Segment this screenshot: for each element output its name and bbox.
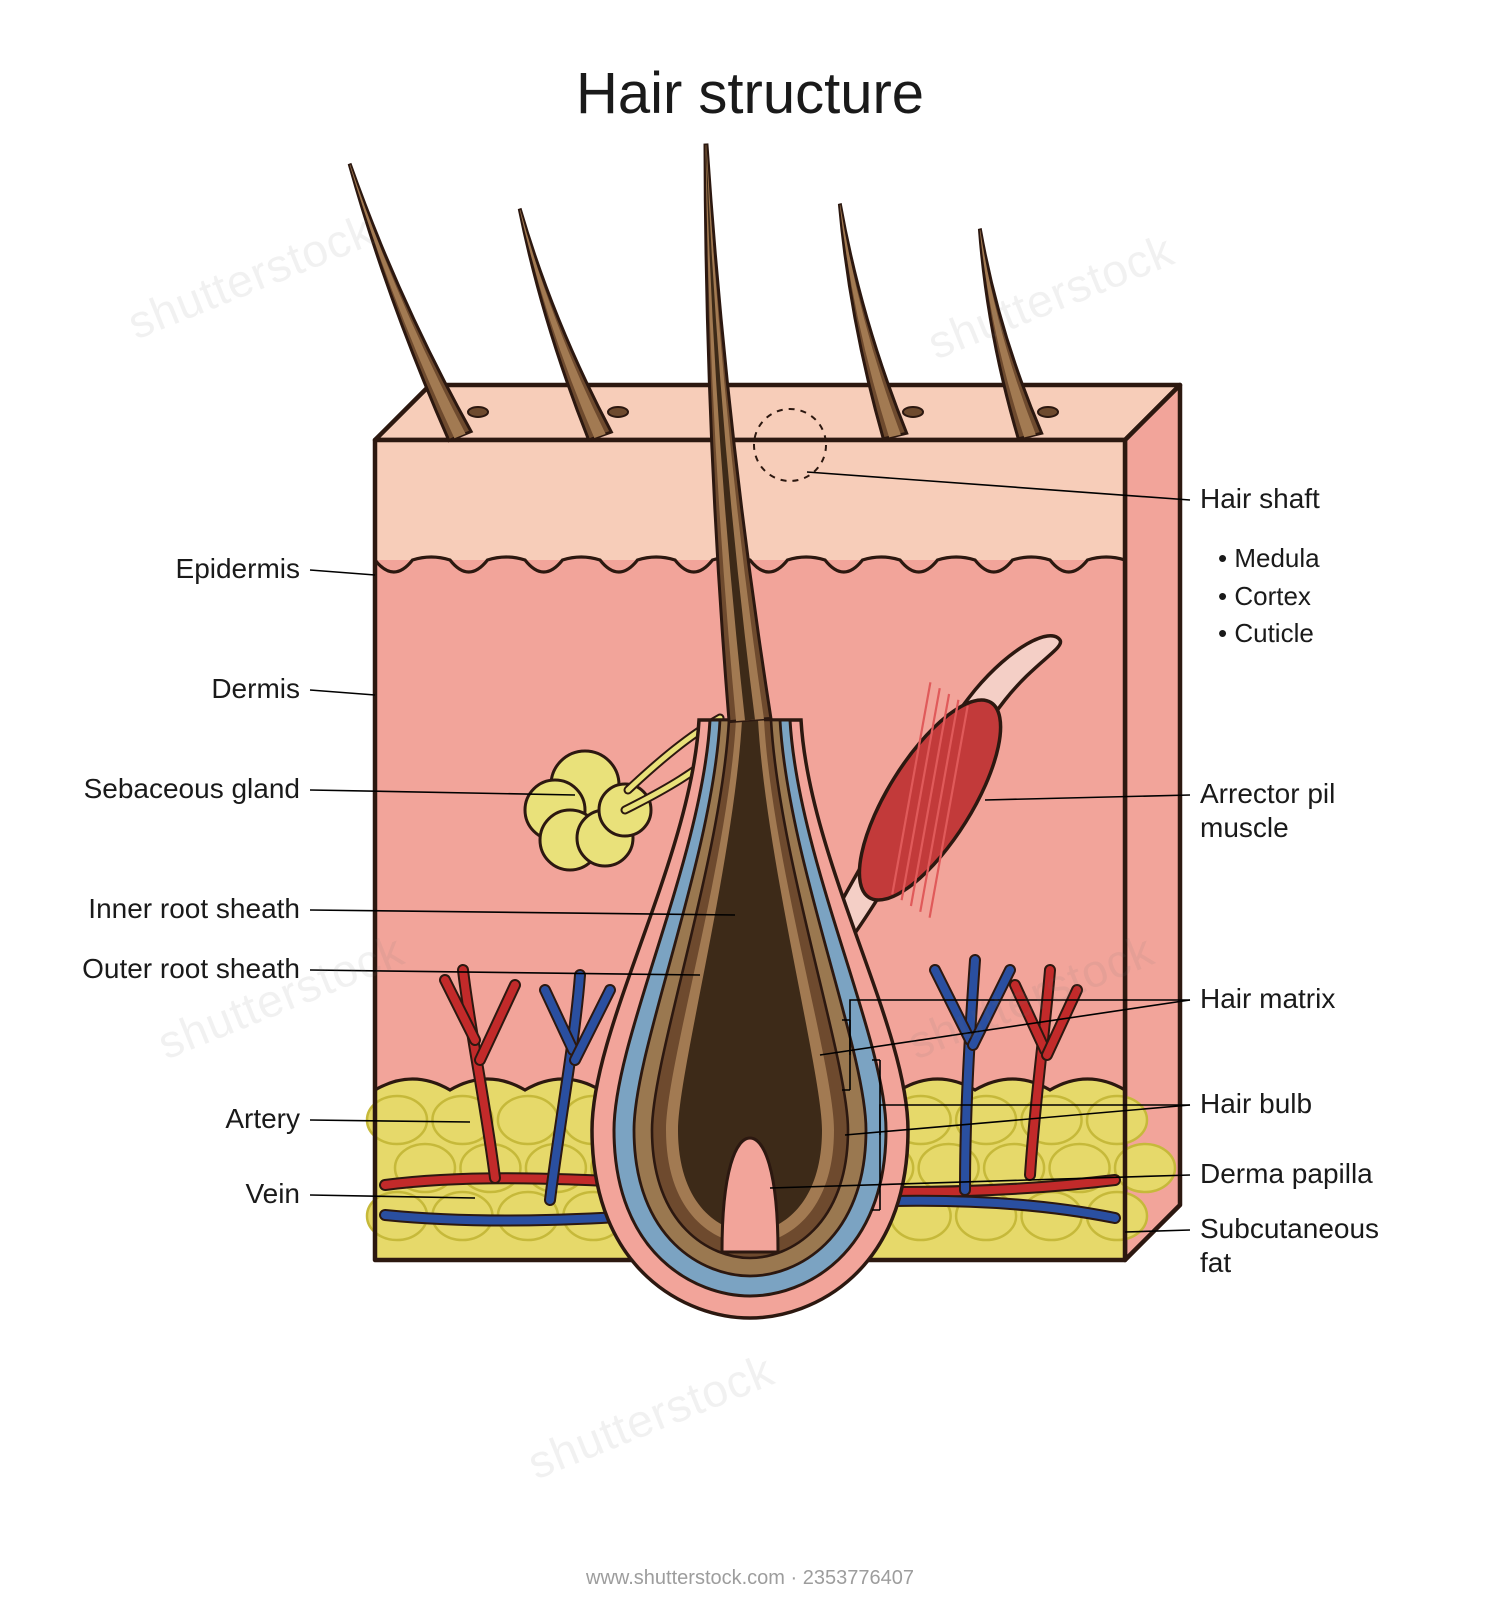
label-bulb: Hair bulb	[1200, 1087, 1312, 1121]
label-vein: Vein	[246, 1177, 301, 1211]
label-fat: Subcutaneous fat	[1200, 1212, 1379, 1279]
label-epidermis: Epidermis	[176, 552, 300, 586]
label-inner: Inner root sheath	[88, 892, 300, 926]
label-muscle: Arrector pil muscle	[1200, 777, 1335, 844]
label-papilla: Derma papilla	[1200, 1157, 1373, 1191]
label-outer: Outer root sheath	[82, 952, 300, 986]
sublist-item: Medula	[1218, 540, 1320, 578]
label-dermis: Dermis	[211, 672, 300, 706]
source-footer: www.shutterstock.com · 2353776407	[0, 1567, 1500, 1590]
sublist-item: Cuticle	[1218, 615, 1320, 653]
footer-site: www.shutterstock.com	[586, 1567, 785, 1589]
sublist-item: Cortex	[1218, 578, 1320, 616]
hair-shaft-sublist: MedulaCortexCuticle	[1218, 540, 1320, 653]
footer-id: 2353776407	[803, 1567, 914, 1589]
label-sebaceous: Sebaceous gland	[84, 772, 300, 806]
label-matrix: Hair matrix	[1200, 982, 1335, 1016]
label-shaft: Hair shaft	[1200, 482, 1320, 516]
label-artery: Artery	[225, 1102, 300, 1136]
